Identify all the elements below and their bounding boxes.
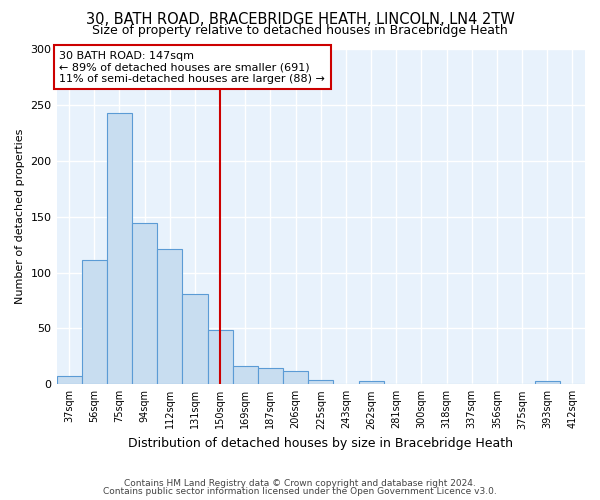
Text: 30, BATH ROAD, BRACEBRIDGE HEATH, LINCOLN, LN4 2TW: 30, BATH ROAD, BRACEBRIDGE HEATH, LINCOL… xyxy=(86,12,514,28)
Bar xyxy=(283,371,308,384)
Bar xyxy=(157,249,182,384)
Bar xyxy=(56,376,82,384)
Text: Contains HM Land Registry data © Crown copyright and database right 2024.: Contains HM Land Registry data © Crown c… xyxy=(124,478,476,488)
Bar xyxy=(208,330,233,384)
Bar xyxy=(258,368,283,384)
Bar xyxy=(308,380,334,384)
Text: 30 BATH ROAD: 147sqm
← 89% of detached houses are smaller (691)
11% of semi-deta: 30 BATH ROAD: 147sqm ← 89% of detached h… xyxy=(59,50,325,84)
Text: Size of property relative to detached houses in Bracebridge Heath: Size of property relative to detached ho… xyxy=(92,24,508,37)
Bar xyxy=(359,381,383,384)
Bar xyxy=(535,381,560,384)
Y-axis label: Number of detached properties: Number of detached properties xyxy=(15,129,25,304)
Text: Contains public sector information licensed under the Open Government Licence v3: Contains public sector information licen… xyxy=(103,487,497,496)
Bar xyxy=(107,112,132,384)
X-axis label: Distribution of detached houses by size in Bracebridge Heath: Distribution of detached houses by size … xyxy=(128,437,513,450)
Bar xyxy=(82,260,107,384)
Bar xyxy=(132,224,157,384)
Bar xyxy=(233,366,258,384)
Bar xyxy=(182,294,208,384)
